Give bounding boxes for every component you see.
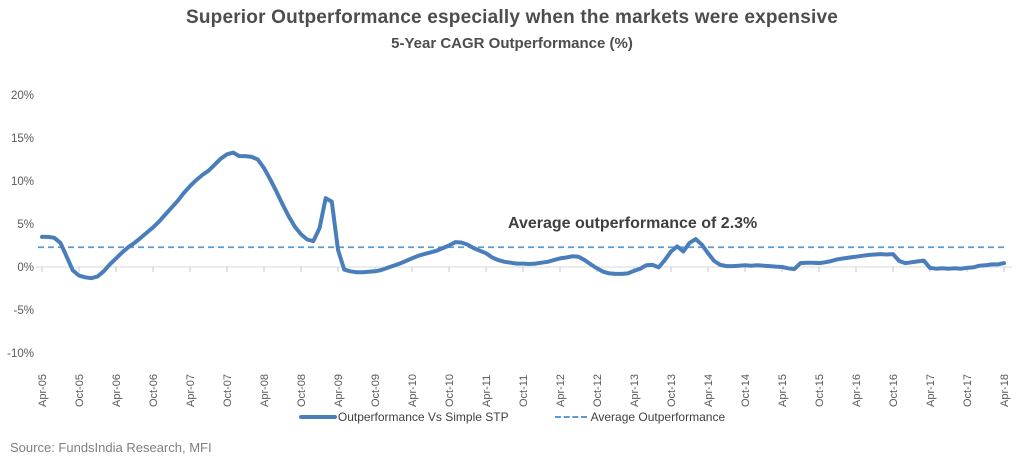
x-axis-label: Oct-11 <box>518 375 530 407</box>
y-axis-label: 5% <box>17 219 34 231</box>
legend-item-series: Outperformance Vs Simple STP <box>298 410 509 424</box>
x-axis-label: Oct-07 <box>222 374 234 407</box>
legend-series-label: Outperformance Vs Simple STP <box>337 410 509 424</box>
source-note: Source: FundsIndia Research, MFI <box>10 440 212 455</box>
x-axis-label: Apr-12 <box>555 374 567 407</box>
x-axis-label: Oct-14 <box>740 374 752 407</box>
y-axis-label: 10% <box>11 176 34 188</box>
x-axis-label: Oct-12 <box>592 374 604 407</box>
x-axis-label: Apr-16 <box>851 374 863 407</box>
legend-item-average: Average Outperformance <box>554 410 726 424</box>
x-axis-label: Apr-17 <box>925 374 937 407</box>
series-line-icon <box>298 414 337 420</box>
average-dashed-line-icon <box>554 416 587 418</box>
x-axis-label: Apr-08 <box>259 374 271 407</box>
x-axis-label: Apr-13 <box>629 374 641 407</box>
chart-title: Superior Outperformance especially when … <box>185 7 839 28</box>
chart-legend: Outperformance Vs Simple STP Average Out… <box>0 410 1024 424</box>
y-axis-label: -10% <box>7 348 34 360</box>
x-axis-label: Apr-06 <box>111 374 123 407</box>
x-axis-label: Oct-06 <box>148 374 160 407</box>
x-axis-label: Oct-05 <box>74 374 86 407</box>
average-annotation: Average outperformance of 2.3% <box>508 215 758 232</box>
outperformance-series-line <box>40 150 1006 281</box>
legend-average-label: Average Outperformance <box>590 410 726 424</box>
x-axis-label: Apr-05 <box>37 374 49 407</box>
y-axis-label: 15% <box>11 133 34 145</box>
chart-subtitle: 5-Year CAGR Outperformance (%) <box>391 35 633 52</box>
x-axis-label: Apr-10 <box>407 374 419 407</box>
x-axis-label: Apr-14 <box>703 374 715 407</box>
x-axis-label: Oct-13 <box>666 374 678 407</box>
y-axis-label: 20% <box>11 90 34 102</box>
x-axis-label: Oct-17 <box>962 374 974 407</box>
x-axis-label: Oct-16 <box>888 374 900 407</box>
x-axis-label: Apr-18 <box>999 374 1011 407</box>
x-axis-label: Apr-11 <box>481 375 493 407</box>
x-axis-label: Apr-15 <box>777 374 789 407</box>
x-axis-label: Apr-09 <box>333 374 345 407</box>
x-axis-label: Oct-08 <box>296 374 308 407</box>
x-axis-label: Oct-10 <box>444 374 456 407</box>
x-axis-label: Oct-15 <box>814 374 826 407</box>
y-axis-label: -5% <box>14 305 34 317</box>
y-axis-label: 0% <box>17 262 34 274</box>
x-axis-label: Apr-07 <box>185 374 197 407</box>
x-axis-label: Oct-09 <box>370 374 382 407</box>
